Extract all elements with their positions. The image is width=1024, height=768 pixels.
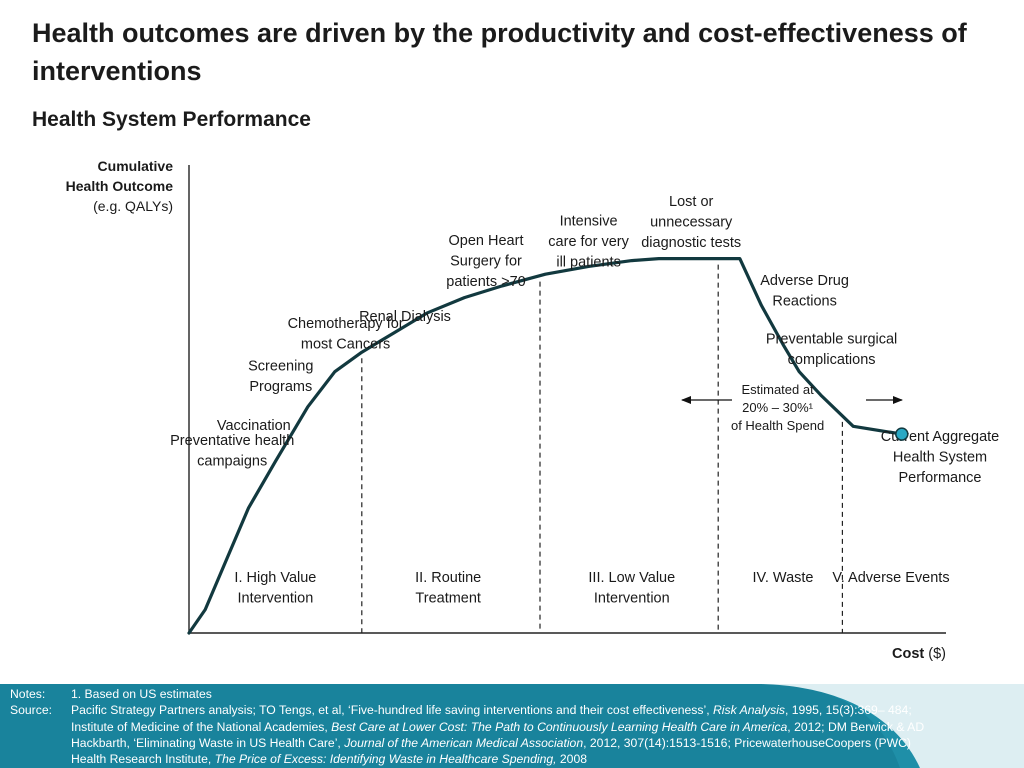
- intervention-label-1-line2: campaigns: [197, 453, 267, 469]
- segment-label-1-line1: I. High Value: [234, 570, 316, 586]
- source-line-1: Pacific Strategy Partners analysis; TO T…: [71, 703, 912, 718]
- intervention-label-6-line3: patients >70: [446, 274, 525, 290]
- current-performance-label-line3: Performance: [898, 470, 981, 486]
- x-axis-label-rest: ($): [924, 646, 946, 662]
- source-line-3: Hackbarth, ‘Eliminating Waste in US Heal…: [71, 735, 911, 750]
- intervention-label-3-line1: Screening: [248, 359, 313, 375]
- intervention-label-10-line1: Preventable surgical: [766, 331, 897, 347]
- segment-label-5-line1: V. Adverse Events: [832, 570, 949, 586]
- intervention-label-7-line3: ill patients: [556, 254, 620, 270]
- footer-notes: Notes: 1. Based on US estimates Source: …: [0, 684, 1024, 768]
- segment-label-1-line2: Intervention: [238, 591, 314, 607]
- health-performance-chart: Preventative health campaigns Vaccination S…: [66, 158, 1000, 662]
- intervention-label-9-line2: Reactions: [772, 293, 836, 309]
- intervention-label-4-line1: Chemotherapy for: [288, 316, 404, 332]
- intervention-label-7-line2: care for very: [548, 234, 629, 250]
- waste-estimate-line1: Estimated at: [741, 382, 814, 397]
- intervention-label-7-line1: Intensive: [560, 213, 618, 229]
- x-axis-label-bold: Cost: [892, 646, 924, 662]
- intervention-label-6-line2: Surgery for: [450, 253, 522, 269]
- outcome-curve: [187, 257, 904, 635]
- footer-wave-decoration: [0, 684, 1024, 768]
- current-performance-label-line1: Current Aggregate: [881, 429, 1000, 445]
- intervention-label-8-line2: unnecessary: [650, 214, 733, 230]
- page-title: Health outcomes are driven by the produc…: [32, 18, 967, 86]
- segment-label-3-line2: Intervention: [594, 591, 670, 607]
- x-axis-label: Cost ($): [892, 646, 946, 662]
- notes-text: 1. Based on US estimates: [71, 687, 212, 701]
- intervention-label-5-line1: Renal Dialysis: [359, 309, 451, 325]
- y-axis-label-line1: Cumulative: [98, 158, 174, 174]
- intervention-label-2-line1: Vaccination: [217, 418, 291, 434]
- chart-subtitle: Health System Performance: [32, 108, 311, 131]
- y-axis-label-line2: Health Outcome: [66, 178, 174, 194]
- intervention-label-8-line3: diagnostic tests: [641, 235, 741, 251]
- notes-label: Notes:: [10, 687, 46, 701]
- segment-label-2-line1: II. Routine: [415, 570, 481, 586]
- intervention-label-1-line1: Preventative health: [170, 433, 294, 449]
- intervention-label-3-line2: Programs: [249, 379, 312, 395]
- intervention-label-6-line1: Open Heart: [449, 233, 524, 249]
- source-line-2: Institute of Medicine of the National Ac…: [71, 719, 925, 734]
- current-performance-marker: [895, 427, 909, 441]
- source-line-4: Health Research Institute, The Price of …: [71, 752, 588, 767]
- intervention-label-4-line2: most Cancers: [301, 336, 390, 352]
- source-label: Source:: [10, 703, 53, 718]
- intervention-label-8-line1: Lost or: [669, 194, 713, 210]
- intervention-label-9-line1: Adverse Drug: [760, 273, 849, 289]
- y-axis-label-line3: (e.g. QALYs): [93, 198, 173, 214]
- waste-estimate-line3: of Health Spend: [731, 418, 824, 433]
- waste-estimate-line2: 20% – 30%¹: [742, 400, 813, 415]
- intervention-label-10-line2: complications: [788, 352, 876, 368]
- segment-label-3-line1: III. Low Value: [588, 570, 675, 586]
- current-performance-label-line2: Health System: [893, 450, 987, 466]
- segment-label-2-line2: Treatment: [415, 591, 481, 607]
- segment-label-4-line1: IV. Waste: [753, 570, 814, 586]
